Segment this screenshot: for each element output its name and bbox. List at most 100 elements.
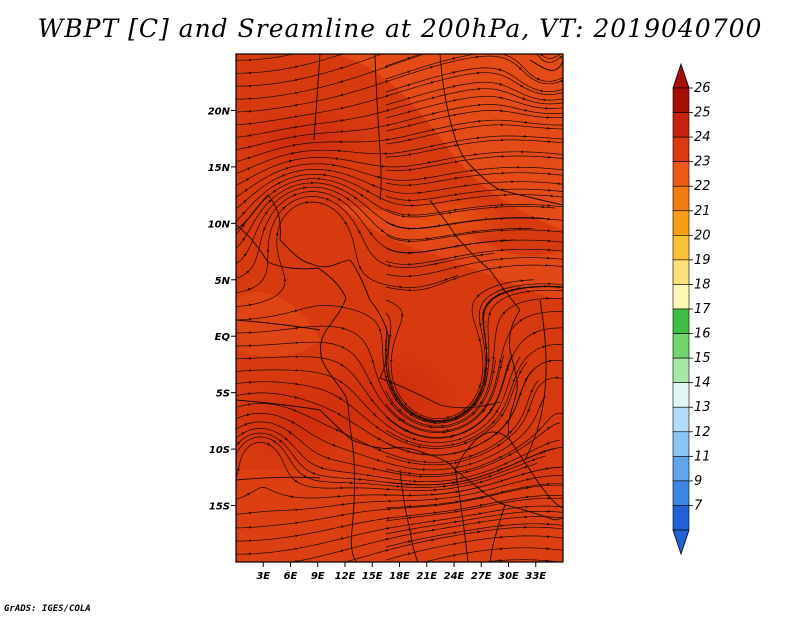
streamline [385,54,563,82]
streamline-arrow-icon [542,345,546,349]
streamline-arrow-icon [413,479,417,483]
streamline-arrow-icon [482,408,486,412]
streamline-arrow-icon [295,369,299,372]
streamline-arrow-icon [247,403,252,406]
streamline [385,95,563,119]
colorbar-segment [672,87,690,113]
streamline-arrow-icon [295,521,299,525]
streamline-arrow-icon [408,183,412,187]
streamline-arrow-icon [248,145,252,149]
streamline-arrow-icon [478,103,482,107]
streamline-arrow-icon [432,128,436,132]
streamline-arrow-icon [340,130,344,134]
streamline-arrow-icon [498,456,503,459]
streamline [385,327,563,439]
streamline-arrow-icon [369,381,373,386]
y-tick-label: 5N [215,276,231,287]
streamline-arrow-icon [248,122,252,126]
streamline-arrow-icon [518,370,522,374]
streamline-arrow-icon [454,461,458,465]
streamline-arrow-icon [430,66,434,69]
streamline-arrow-icon [520,84,524,88]
streamline-arrow-icon [350,481,354,485]
streamline-arrow-icon [571,529,574,532]
streamline-arrow-icon [339,140,343,144]
streamline-arrow-icon [453,452,457,455]
streamline-arrow-icon [407,57,411,60]
colorbar-label: 24 [694,130,711,145]
streamline-arrow-icon [335,428,340,432]
streamline-arrow-icon [543,98,547,102]
colorbar-label: 12 [694,425,711,440]
streamline-arrow-icon [377,175,381,179]
streamline-arrow-icon [478,337,482,341]
streamline-arrow-icon [398,408,402,412]
streamline-arrow-icon [294,135,298,139]
streamline-arrow-icon [500,257,504,261]
streamline [385,217,563,230]
streamline-arrow-icon [522,473,526,476]
y-tick-label: 10S [209,445,230,456]
streamline-arrow-icon [311,181,315,185]
streamline-arrow-icon [370,398,374,403]
streamline-arrow-icon [422,468,426,471]
streamline-arrow-icon [508,430,512,434]
streamline-arrow-icon [328,168,332,172]
streamline-arrow-icon [487,358,491,362]
streamline [385,81,563,106]
streamline-arrow-icon [248,134,252,138]
streamline-arrow-icon [431,538,435,542]
streamline-arrow-icon [337,495,341,498]
streamline-arrow-icon [546,442,550,446]
streamline-arrow-icon [547,239,551,243]
streamline-arrow-icon [429,425,433,429]
streamline-arrow-icon [366,189,370,193]
streamline-arrow-icon [337,412,342,416]
streamline-arrow-icon [275,232,279,236]
streamline-arrow-icon [454,193,458,197]
streamline-arrow-icon [244,423,249,426]
streamline-arrow-icon [408,198,412,202]
streamline-arrow-icon [546,535,550,538]
streamline-arrow-icon [295,508,299,512]
streamline-arrow-icon [332,443,336,447]
streamline-arrow-icon [491,370,495,374]
colorbar-segment [672,136,690,162]
streamline-arrow-icon [457,198,461,202]
streamline-arrow-icon [268,199,272,203]
streamline-arrow-icon [533,331,537,335]
colorbar-segment [672,505,690,531]
streamline-arrow-icon [555,376,559,380]
streamline-arrow-icon [404,402,408,406]
streamline-arrow-icon [524,121,528,124]
streamline-arrow-icon [340,537,345,541]
streamline [236,178,556,235]
streamline-arrow-icon [277,181,282,185]
streamline-arrow-icon [323,173,327,177]
streamline [236,135,563,175]
streamline-arrow-icon [474,23,477,26]
colorbar-segment [672,480,690,506]
colorbar-label: 16 [694,327,711,342]
streamline-arrow-icon [504,462,508,466]
streamline [236,421,560,477]
streamline-arrow-icon [294,395,298,399]
streamline-arrow-icon [547,426,551,430]
streamline [422,547,563,562]
streamline-arrow-icon [243,252,247,257]
streamline-arrow-icon [386,109,390,112]
streamline-arrow-icon [249,369,252,372]
streamline-arrow-icon [294,309,298,313]
streamline-arrow-icon [289,159,293,163]
streamline-arrow-icon [264,211,268,215]
streamline-arrow-icon [326,197,330,201]
streamline-arrow-icon [428,161,432,165]
country-borders [236,54,563,562]
streamline [236,119,563,163]
colorbar: 26 25 24 23 22 21 20 19 18 17 16 15 14 13 12 11 9 7 [672,62,711,556]
y-tick-label: 15N [208,163,231,174]
streamline-arrow-icon [248,110,252,113]
y-tick-label: 20N [208,106,231,117]
streamline-arrow-icon [460,477,464,480]
streamline-arrow-icon [500,468,504,471]
